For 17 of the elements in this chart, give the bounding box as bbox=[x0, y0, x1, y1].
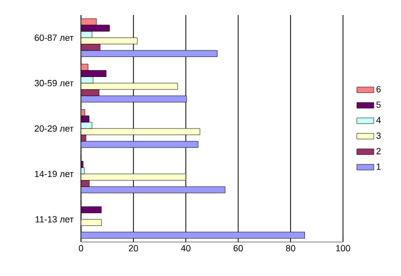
legend-label: 1 bbox=[376, 163, 381, 170]
y-tick-label: 14-19 лет bbox=[34, 170, 74, 178]
legend-label: 5 bbox=[376, 102, 381, 108]
x-tick-label: 20 bbox=[128, 245, 138, 252]
legend-label: 6 bbox=[376, 86, 381, 92]
legend-label: 3 bbox=[376, 132, 381, 139]
legend-label: 4 bbox=[376, 117, 381, 124]
y-tick-label: 11-13 лет bbox=[36, 216, 74, 222]
x-tick-label: 0 bbox=[78, 245, 84, 252]
x-tick-label: 60 bbox=[234, 245, 243, 252]
y-tick-label: 60-87 лет bbox=[34, 34, 74, 41]
legend-label: 2 bbox=[376, 148, 381, 154]
x-tick-label: 80 bbox=[286, 245, 296, 252]
y-tick-label: 20-29 лет bbox=[34, 125, 74, 132]
x-tick-label: 100 bbox=[336, 245, 350, 252]
x-tick-label: 40 bbox=[181, 245, 190, 252]
y-tick-label: 30-59 лет bbox=[34, 80, 74, 86]
